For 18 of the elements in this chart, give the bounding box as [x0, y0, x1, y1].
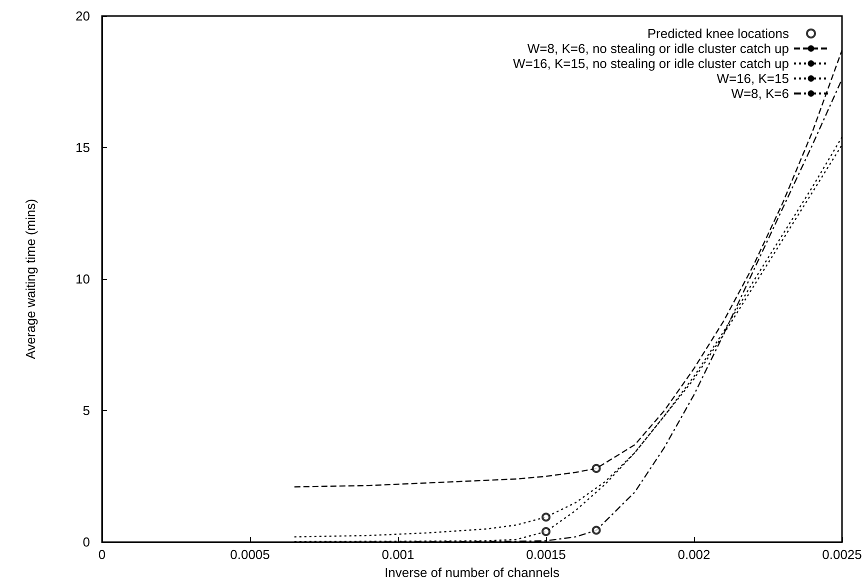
legend-label: W=16, K=15	[716, 71, 789, 86]
y-tick-label: 10	[76, 272, 90, 287]
legend-label: W=16, K=15, no stealing or idle cluster catch up	[512, 56, 789, 71]
x-tick-label: 0.0025	[822, 547, 862, 562]
legend-label: W=8, K=6, no stealing or idle cluster catch up	[527, 41, 789, 56]
x-axis-title: Inverse of number of channels	[384, 565, 560, 580]
y-tick-label: 0	[82, 534, 90, 550]
legend-label: Predicted knee locations	[647, 26, 790, 41]
y-tick-label: 5	[82, 403, 90, 418]
y-tick-label: 15	[76, 140, 90, 156]
x-tick-label: 0.002	[678, 547, 710, 562]
x-tick-label: 0	[98, 547, 106, 562]
x-tick-label: 0.0005	[230, 547, 270, 562]
y-axis-title: Average waiting time (mins)	[23, 198, 38, 360]
legend-label: W=8, K=6	[731, 86, 789, 101]
x-tick-label: 0.0015	[526, 547, 566, 562]
x-tick-label: 0.001	[382, 547, 414, 562]
y-tick-label: 20	[76, 8, 90, 24]
